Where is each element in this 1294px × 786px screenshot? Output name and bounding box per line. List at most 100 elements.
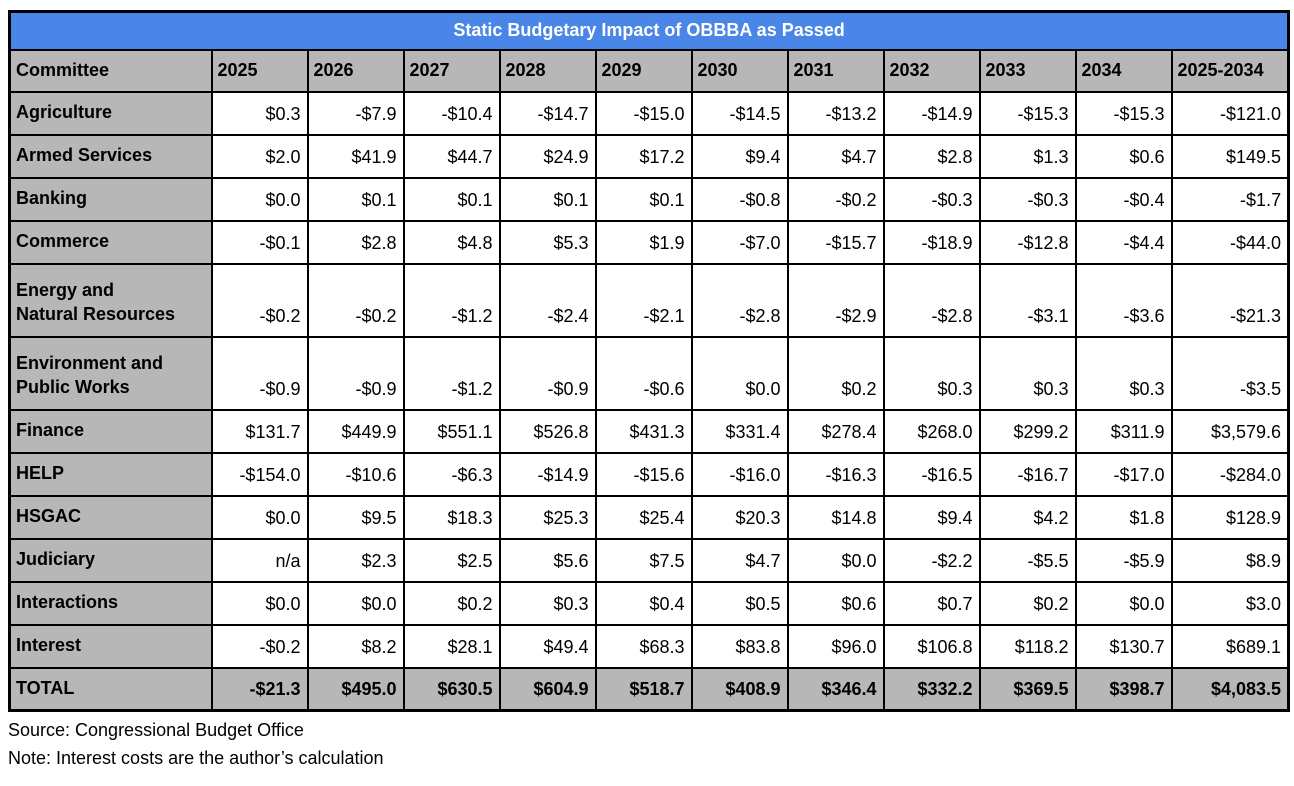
value-cell: -$7.0 (690, 219, 789, 265)
value-cell: $0.1 (306, 176, 405, 222)
column-header-2025-2034: 2025-2034 (1170, 48, 1290, 93)
value-cell: $331.4 (690, 408, 789, 454)
committee-cell: HSGAC (8, 494, 213, 540)
value-cell: $431.3 (594, 408, 693, 454)
table-title: Static Budgetary Impact of OBBBA as Pass… (8, 10, 1290, 51)
table-row: Finance $131.7 $449.9 $551.1 $526.8 $431.3 $33… (8, 408, 1290, 454)
table-row: Banking $0.0 $0.1 $0.1 $0.1 $0.1 -$0.8 -$0.2 -$0… (8, 176, 1290, 222)
value-cell: -$0.2 (210, 623, 309, 669)
committee-cell: Commerce (8, 219, 213, 265)
value-cell: -$0.3 (882, 176, 981, 222)
value-cell: $449.9 (306, 408, 405, 454)
value-cell: $630.5 (402, 666, 501, 712)
value-cell: -$0.9 (210, 335, 309, 411)
value-cell: $398.7 (1074, 666, 1173, 712)
value-cell: -$0.2 (210, 262, 309, 338)
value-cell: $41.9 (306, 133, 405, 179)
column-header-2031: 2031 (786, 48, 885, 93)
committee-cell: Banking (8, 176, 213, 222)
committee-cell: HELP (8, 451, 213, 497)
value-cell: $311.9 (1074, 408, 1173, 454)
value-cell: $3,579.6 (1170, 408, 1290, 454)
value-cell: $0.7 (882, 580, 981, 626)
value-cell: -$3.1 (978, 262, 1077, 338)
value-cell: $0.0 (1074, 580, 1173, 626)
value-cell: -$2.8 (690, 262, 789, 338)
value-cell: $332.2 (882, 666, 981, 712)
column-header-2026: 2026 (306, 48, 405, 93)
value-cell: $128.9 (1170, 494, 1290, 540)
value-cell: -$16.3 (786, 451, 885, 497)
value-cell: $0.6 (1074, 133, 1173, 179)
value-cell: $4.7 (786, 133, 885, 179)
value-cell: -$1.2 (402, 262, 501, 338)
value-cell: $83.8 (690, 623, 789, 669)
value-cell: $106.8 (882, 623, 981, 669)
value-cell: $0.3 (1074, 335, 1173, 411)
value-cell: -$0.6 (594, 335, 693, 411)
value-cell: -$121.0 (1170, 90, 1290, 136)
table-row: HSGAC $0.0 $9.5 $18.3 $25.3 $25.4 $20.3 $14.8 $9… (8, 494, 1290, 540)
value-cell: $518.7 (594, 666, 693, 712)
value-cell: $131.7 (210, 408, 309, 454)
value-cell: $2.8 (306, 219, 405, 265)
value-cell: -$15.0 (594, 90, 693, 136)
value-cell: $24.9 (498, 133, 597, 179)
value-cell: -$0.1 (210, 219, 309, 265)
value-cell: $0.0 (690, 335, 789, 411)
value-cell: -$21.3 (1170, 262, 1290, 338)
header-row: Committee 2025 2026 2027 2028 2029 2030 2031 203… (8, 48, 1290, 93)
title-row: Static Budgetary Impact of OBBBA as Pass… (8, 10, 1290, 51)
value-cell: $299.2 (978, 408, 1077, 454)
value-cell: $8.9 (1170, 537, 1290, 583)
value-cell: -$14.5 (690, 90, 789, 136)
value-cell: -$0.3 (978, 176, 1077, 222)
value-cell: $0.0 (306, 580, 405, 626)
value-cell: -$1.7 (1170, 176, 1290, 222)
value-cell: $0.3 (210, 90, 309, 136)
value-cell: -$5.9 (1074, 537, 1173, 583)
column-header-committee: Committee (8, 48, 213, 93)
value-cell: n/a (210, 537, 309, 583)
value-cell: $18.3 (402, 494, 501, 540)
value-cell: $68.3 (594, 623, 693, 669)
footer: Source: Congressional Budget Office Note… (8, 717, 1287, 773)
value-cell: $495.0 (306, 666, 405, 712)
value-cell: -$1.2 (402, 335, 501, 411)
value-cell: $3.0 (1170, 580, 1290, 626)
value-cell: $1.3 (978, 133, 1077, 179)
budget-table: Static Budgetary Impact of OBBBA as Pass… (8, 10, 1291, 712)
table-row: Judiciary n/a $2.3 $2.5 $5.6 $7.5 $4.7 $0.0 -$2.… (8, 537, 1290, 583)
value-cell: -$16.7 (978, 451, 1077, 497)
value-cell: $17.2 (594, 133, 693, 179)
table-row: Agriculture $0.3 -$7.9 -$10.4 -$14.7 -$15.0 -$… (8, 90, 1290, 136)
value-cell: -$15.3 (1074, 90, 1173, 136)
value-cell: -$0.9 (498, 335, 597, 411)
value-cell: -$5.5 (978, 537, 1077, 583)
value-cell: $4.7 (690, 537, 789, 583)
value-cell: -$12.8 (978, 219, 1077, 265)
value-cell: $0.2 (402, 580, 501, 626)
value-cell: $118.2 (978, 623, 1077, 669)
value-cell: $369.5 (978, 666, 1077, 712)
value-cell: $25.4 (594, 494, 693, 540)
value-cell: $1.9 (594, 219, 693, 265)
value-cell: $0.1 (498, 176, 597, 222)
value-cell: -$2.2 (882, 537, 981, 583)
value-cell: $2.8 (882, 133, 981, 179)
value-cell: $0.4 (594, 580, 693, 626)
value-cell: -$2.1 (594, 262, 693, 338)
column-header-2030: 2030 (690, 48, 789, 93)
value-cell: -$2.4 (498, 262, 597, 338)
value-cell: $1.8 (1074, 494, 1173, 540)
value-cell: $96.0 (786, 623, 885, 669)
value-cell: $0.5 (690, 580, 789, 626)
committee-cell: Interest (8, 623, 213, 669)
value-cell: $130.7 (1074, 623, 1173, 669)
value-cell: $5.3 (498, 219, 597, 265)
value-cell: $0.0 (210, 580, 309, 626)
value-cell: -$16.0 (690, 451, 789, 497)
table-row: Commerce -$0.1 $2.8 $4.8 $5.3 $1.9 -$7.0 -$15.7… (8, 219, 1290, 265)
value-cell: -$0.2 (306, 262, 405, 338)
